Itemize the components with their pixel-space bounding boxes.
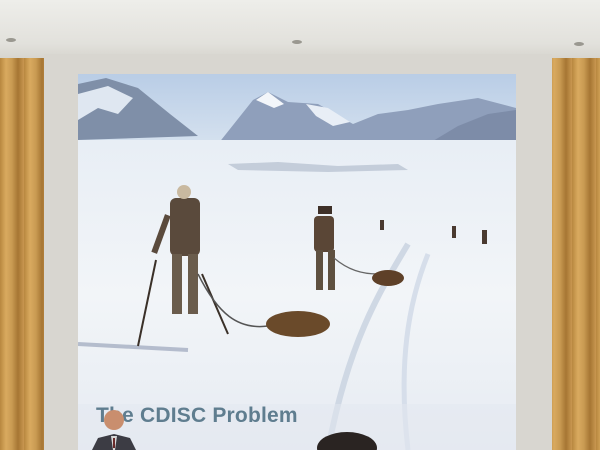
mountain-center-snow [256, 92, 284, 108]
ceiling-light [292, 40, 302, 44]
distant-climber [380, 220, 384, 230]
slide-title: The CDISC Problem [96, 404, 298, 427]
mountain-center-snow [306, 104, 350, 126]
distant-climber [482, 230, 487, 244]
sled-rope [333, 257, 379, 275]
presenter [92, 410, 136, 450]
audience-head [317, 432, 377, 450]
sled-midground [372, 270, 404, 286]
mountain-left-snow [78, 86, 133, 120]
climber-midground [314, 206, 335, 290]
climber-foreground [137, 185, 229, 347]
ceiling [0, 0, 600, 62]
ceiling-light [6, 38, 16, 42]
distant-climber [452, 226, 456, 238]
ceiling-light [574, 42, 584, 46]
left-curtain [0, 58, 48, 450]
slide-photo-glacier-expedition [78, 74, 516, 450]
projected-slide [78, 74, 516, 450]
shadow-line [78, 342, 189, 352]
snowfield [78, 140, 516, 450]
slide-lower-shade [78, 404, 516, 450]
sled-rope [197, 273, 269, 328]
glacier-rocks [228, 162, 408, 172]
sled-foreground [266, 311, 330, 337]
right-curtain [548, 58, 600, 450]
